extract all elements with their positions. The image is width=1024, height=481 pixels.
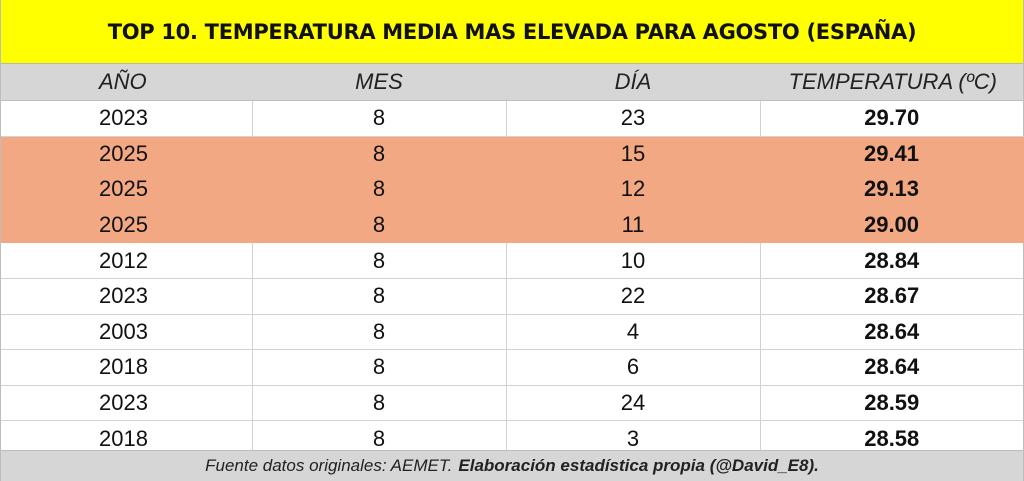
cell-temperature: 29.70 xyxy=(760,100,1023,137)
cell-temperature: 28.64 xyxy=(760,314,1023,351)
cell-month: 8 xyxy=(252,349,507,386)
table-row: 2025 8 11 29.00 xyxy=(1,207,1024,244)
cell-temperature: 29.13 xyxy=(760,171,1024,208)
column-header-day: DÍA xyxy=(506,64,760,101)
table-row: 2012 8 10 28.84 xyxy=(1,242,1023,279)
cell-month: 8 xyxy=(252,385,507,422)
cell-day: 11 xyxy=(506,207,761,244)
cell-year: 2023 xyxy=(1,100,253,137)
cell-month: 8 xyxy=(252,242,507,279)
cell-temperature: 28.59 xyxy=(760,385,1023,422)
cell-year: 2018 xyxy=(1,349,253,386)
table-row: 2025 8 15 29.41 xyxy=(1,136,1024,173)
cell-day: 22 xyxy=(506,278,761,315)
cell-year: 2025 xyxy=(1,171,253,208)
cell-day: 10 xyxy=(506,242,761,279)
cell-year: 2023 xyxy=(1,278,253,315)
table-body: 2023 8 23 29.70 2025 8 15 29.41 2025 8 1… xyxy=(1,100,1024,457)
cell-month: 8 xyxy=(252,278,507,315)
cell-month: 8 xyxy=(252,171,507,208)
cell-temperature: 29.00 xyxy=(760,207,1024,244)
table-row: 2003 8 4 28.64 xyxy=(1,314,1023,351)
cell-temperature: 28.67 xyxy=(760,278,1023,315)
footer-source-text: Fuente datos originales: AEMET. xyxy=(205,456,453,475)
cell-month: 8 xyxy=(252,314,507,351)
cell-day: 24 xyxy=(506,385,761,422)
cell-year: 2025 xyxy=(1,207,253,244)
cell-year: 2003 xyxy=(1,314,253,351)
cell-month: 8 xyxy=(252,136,507,173)
cell-month: 8 xyxy=(252,100,507,137)
column-header-year: AÑO xyxy=(1,64,252,101)
cell-day: 23 xyxy=(506,100,761,137)
table-header-row: AÑO MES DÍA TEMPERATURA (ºC) xyxy=(1,64,1023,101)
cell-temperature: 29.41 xyxy=(760,136,1024,173)
cell-temperature: 28.84 xyxy=(760,242,1023,279)
cell-year: 2025 xyxy=(1,136,253,173)
table-row: 2025 8 12 29.13 xyxy=(1,171,1024,208)
table-row: 2018 8 6 28.64 xyxy=(1,349,1023,386)
table-row: 2023 8 22 28.67 xyxy=(1,278,1023,315)
table-row: 2023 8 24 28.59 xyxy=(1,385,1023,422)
temperature-table: AÑO MES DÍA TEMPERATURA (ºC) 2023 8 23 2… xyxy=(1,64,1024,457)
cell-temperature: 28.64 xyxy=(760,349,1023,386)
cell-day: 6 xyxy=(506,349,761,386)
cell-year: 2023 xyxy=(1,385,253,422)
table-title: TOP 10. TEMPERATURA MEDIA MAS ELEVADA PA… xyxy=(107,19,917,44)
title-bar: TOP 10. TEMPERATURA MEDIA MAS ELEVADA PA… xyxy=(1,0,1023,64)
source-footer: Fuente datos originales: AEMET. Elaborac… xyxy=(1,450,1023,481)
cell-day: 4 xyxy=(506,314,761,351)
column-header-month: MES xyxy=(252,64,506,101)
footer-credit-text: Elaboración estadística propia (@David_E… xyxy=(458,456,819,475)
cell-year: 2012 xyxy=(1,242,253,279)
cell-month: 8 xyxy=(252,207,507,244)
table-row: 2023 8 23 29.70 xyxy=(1,100,1023,137)
cell-day: 12 xyxy=(506,171,761,208)
column-header-temperature: TEMPERATURA (ºC) xyxy=(760,64,1023,101)
cell-day: 15 xyxy=(506,136,761,173)
